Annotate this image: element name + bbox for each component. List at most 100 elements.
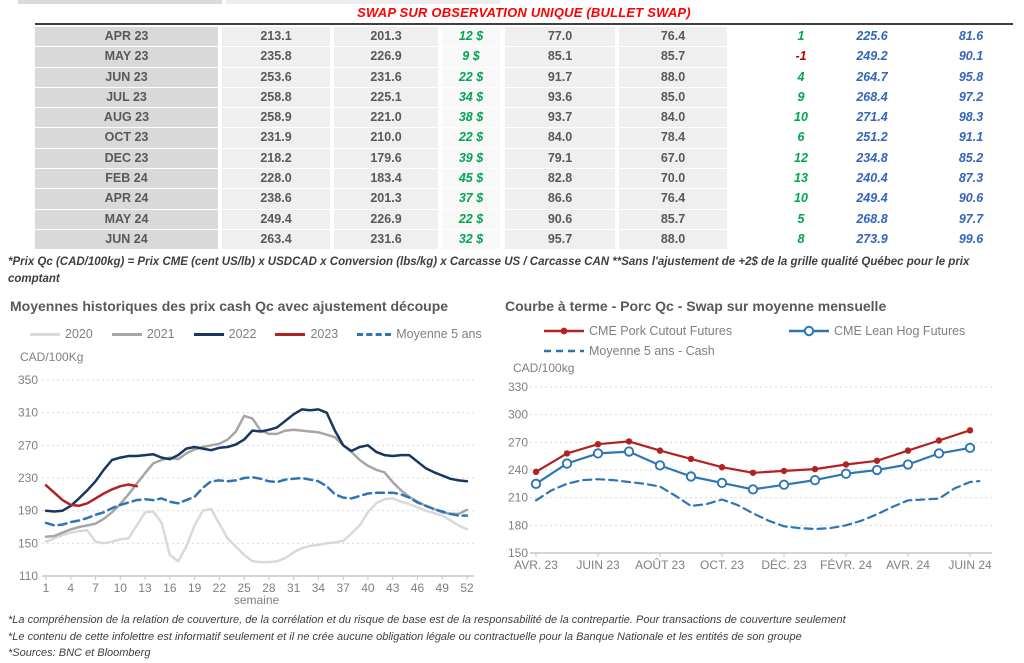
svg-text:52: 52 (460, 581, 474, 595)
legend-item-2023: 2023 (275, 327, 338, 341)
table-cell: 98.3 (958, 110, 984, 125)
table-cell: 9 (797, 89, 805, 104)
svg-text:270: 270 (18, 438, 38, 452)
svg-text:JUIN 23: JUIN 23 (576, 558, 620, 572)
table-cell: 218.2 (222, 148, 330, 169)
legend-item-lean-hog: CME Lean Hog Futures (788, 324, 965, 338)
left-chart-legend: 2020 2021 2022 2023 Moyenne 5 ans (30, 327, 482, 341)
table-cell: 226.9 (334, 209, 438, 229)
table-row: FEB 24 228.0 183.4 45 $82.8 70.0 13 240.4 87.3 (35, 169, 1017, 189)
table-cell: 221.0 (334, 108, 438, 128)
table-cell: 4 (797, 69, 805, 84)
table-cell: 45 $ (442, 169, 500, 189)
table-cell: 22 $ (442, 128, 500, 148)
table-cell: 183.4 (334, 169, 438, 189)
table-cell: 10 (794, 191, 808, 206)
table-cell: 249.4 (856, 191, 888, 206)
footer-notes: *La compréhension de la relation de couv… (8, 612, 1018, 662)
line-swatch-icon (193, 332, 224, 336)
legend-label: Moyenne 5 ans - Cash (589, 344, 715, 358)
footer-note: *La compréhension de la relation de couv… (8, 614, 846, 626)
svg-text:FÉVR. 24: FÉVR. 24 (820, 557, 872, 572)
table-cell: 251.2 (856, 130, 888, 145)
svg-text:JUIN 24: JUIN 24 (948, 558, 992, 572)
table-cell: 95.8 (958, 69, 984, 84)
line-marker-swatch-icon (789, 325, 829, 337)
table-cell: 97.7 (958, 211, 984, 226)
table-cell: 8 (797, 231, 805, 246)
svg-text:19: 19 (188, 581, 202, 595)
table-cell: 235.8 (222, 47, 330, 67)
table-cell: 81.6 (958, 29, 984, 43)
line-swatch-icon (111, 332, 142, 336)
table-cell-month: MAY 24 (35, 209, 218, 229)
table-row: APR 23 213.1 201.3 12 $77.0 76.4 1 225.6 81.6 (35, 27, 1017, 47)
svg-text:AOÛT 23: AOÛT 23 (635, 557, 685, 572)
table-cell: 88.0 (619, 229, 727, 250)
legend-label: CME Pork Cutout Futures (589, 324, 733, 338)
table-cell-month: AUG 23 (35, 108, 218, 128)
table-cell: 9 $ (442, 47, 500, 67)
table-cell: 85.2 (958, 150, 984, 165)
table-cell: 225.1 (334, 87, 438, 108)
svg-text:OCT. 23: OCT. 23 (700, 558, 744, 572)
legend-item-moyenne-cash: Moyenne 5 ans - Cash (543, 344, 715, 358)
table-cell: 238.6 (222, 189, 330, 209)
table-cell: 99.6 (958, 231, 984, 246)
table-cell: 86.6 (505, 189, 615, 209)
svg-text:28: 28 (262, 581, 276, 595)
table-cell: 268.4 (856, 89, 888, 104)
table-cell-month: JUN 24 (35, 229, 218, 250)
table-cell: 271.4 (856, 110, 888, 125)
left-chart-unit-label: CAD/100Kg (20, 350, 84, 364)
svg-text:10: 10 (114, 581, 128, 595)
svg-text:13: 13 (138, 581, 152, 595)
svg-text:46: 46 (411, 581, 425, 595)
table-cell-month: JUN 23 (35, 67, 218, 87)
legend-item-pork-cutout: CME Pork Cutout Futures (543, 324, 732, 338)
table-cell: 253.6 (222, 67, 330, 87)
svg-text:4: 4 (67, 581, 74, 595)
table-row: MAY 23 235.8 226.9 9 $85.1 85.7 -1 249.2 90.1 (35, 47, 1017, 67)
svg-text:180: 180 (508, 518, 528, 532)
table-cell: 79.1 (505, 148, 615, 169)
table-cell: 77.0 (505, 27, 615, 47)
right-chart-unit-label: CAD/100kg (513, 361, 575, 375)
table-cell: 78.4 (619, 128, 727, 148)
historical-cash-prices-chart: 110 150 190 230 270 310 350 1 4 7 10 13 16 19 22 25 28 31… (18, 373, 474, 607)
legend-item-2022: 2022 (193, 327, 256, 341)
left-chart-title: Moyennes historiques des prix cash Qc av… (10, 298, 449, 314)
svg-text:240: 240 (508, 463, 528, 477)
table-cell: -1 (795, 49, 807, 64)
table-row: JUL 23 258.8 225.1 34 $93.6 85.0 9 268.4 97.2 (35, 87, 1017, 108)
table-cell: 225.6 (856, 29, 888, 43)
table-cell: 91.7 (505, 67, 615, 87)
table-cell: 90.6 (505, 209, 615, 229)
table-cell-month: JUL 23 (35, 87, 218, 108)
right-chart-title: Courbe à terme - Porc Qc - Swap sur moye… (505, 298, 887, 314)
table-cell: 201.3 (334, 189, 438, 209)
table-cell: 91.1 (958, 130, 984, 145)
table-cell: 22 $ (442, 209, 500, 229)
table-cell: 228.0 (222, 169, 330, 189)
table-cell: 201.3 (334, 27, 438, 47)
svg-text:270: 270 (508, 435, 528, 449)
line-swatch-icon (275, 332, 306, 336)
svg-text:25: 25 (237, 581, 251, 595)
table-cell: 249.2 (856, 49, 888, 64)
table-cell: 213.1 (222, 27, 330, 47)
legend-item-2020: 2020 (30, 327, 93, 341)
table-cell: 5 (797, 211, 805, 226)
svg-text:31: 31 (287, 581, 301, 595)
table-cell: 258.8 (222, 87, 330, 108)
table-cell: 39 $ (442, 148, 500, 169)
table-cell: 88.0 (619, 67, 727, 87)
table-cell: 234.8 (856, 150, 888, 165)
table-row: JUN 23 253.6 231.6 22 $91.7 88.0 4 264.7 95.8 (35, 67, 1017, 88)
table-cell: 226.9 (334, 47, 438, 67)
line-swatch-icon (30, 332, 60, 336)
legend-label: 2021 (146, 327, 175, 341)
svg-text:110: 110 (19, 569, 38, 583)
table-cell: 6 (797, 130, 805, 145)
table-footnote: *Prix Qc (CAD/100kg) = Prix CME (cent US… (8, 256, 970, 285)
